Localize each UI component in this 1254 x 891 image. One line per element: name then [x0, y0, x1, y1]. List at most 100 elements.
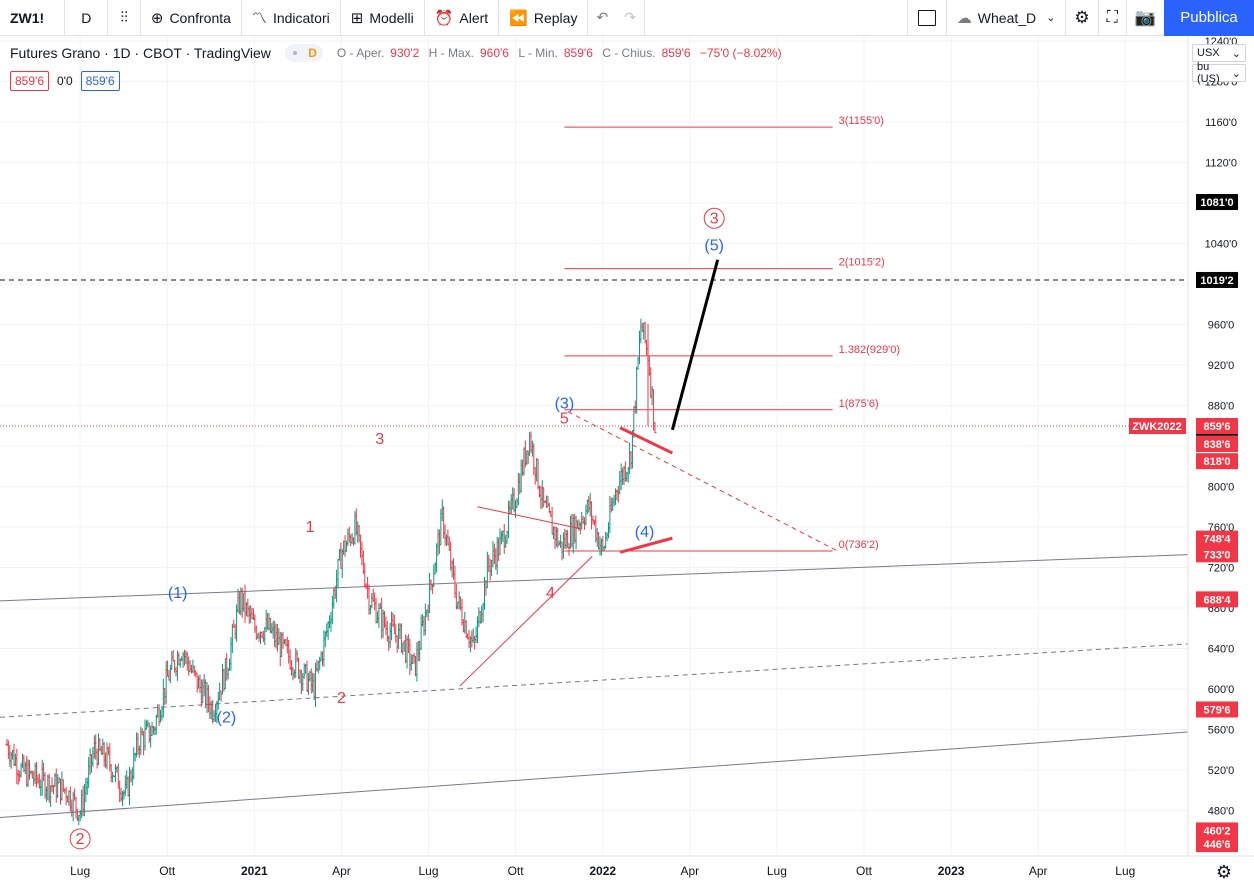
low-value: 859'6 [563, 46, 593, 60]
price-axis-label: 733'0 [1203, 549, 1230, 561]
red-trendline [619, 536, 673, 554]
wave-labels: 2 (1) (2) 1 2 3 4 (3)5 (4) (5) 3 [69, 207, 725, 850]
price-axis-label-bg [1196, 271, 1238, 288]
fullscreen-button[interactable]: ⛶ [1099, 0, 1127, 36]
redo-icon: ↷ [624, 9, 636, 25]
open-value: 930'2 [390, 46, 420, 60]
y-tick-label: 600'0 [1208, 684, 1235, 696]
chart-settings-gear-icon[interactable]: ⚙ [1215, 862, 1232, 882]
change-value: −75'0 (−8.02%) [699, 46, 782, 60]
gear-icon: ⚙ [1074, 7, 1090, 27]
indicators-button[interactable]: 〽 Indicatori [242, 0, 341, 36]
price-axis-label-bg [1196, 546, 1238, 563]
templates-button[interactable]: ⊞ Modelli [341, 0, 425, 36]
x-tick-label: Apr [680, 864, 699, 878]
x-tick-label: Apr [1029, 864, 1048, 878]
compare-button[interactable]: ⊕ Confronta [141, 0, 242, 36]
channel-lines [0, 553, 1196, 819]
replay-button[interactable]: ⏪ Replay [499, 0, 589, 36]
publish-button[interactable]: Pubblica [1164, 0, 1254, 36]
price-axis-label: 838'6 [1203, 439, 1230, 451]
fib-level-label: 0(736'2) [839, 539, 879, 551]
y-tick-label: 880'0 [1208, 401, 1235, 413]
y-tick-label: 720'0 [1208, 562, 1235, 574]
currency-value: USX [1197, 47, 1220, 59]
wave-label: 1 [306, 519, 315, 536]
snapshot-button[interactable]: 📷 [1127, 0, 1164, 36]
top-toolbar: ZW1! D ⫶⫶ ⊕ Confronta 〽 Indicatori ⊞ Mod… [0, 0, 1254, 36]
x-tick-label: Lug [767, 864, 787, 878]
low-label: L - Min. [518, 46, 558, 60]
price-axis: 1240'01200'01160'01120'01080'01040'01000… [1129, 36, 1254, 891]
trendlines [459, 259, 837, 687]
chart-type-button[interactable]: ⫶⫶ [108, 0, 141, 36]
wave-label: 5 [560, 411, 569, 428]
unit-select[interactable]: bu (US) ⌄ [1192, 61, 1246, 85]
wave-label-circle [703, 207, 725, 229]
chevron-down-icon: ⌄ [1046, 12, 1056, 24]
legend-status-badge[interactable]: D [284, 44, 323, 62]
buy-price-badge[interactable]: 859'6 [80, 71, 120, 91]
y-tick-label: 560'0 [1208, 724, 1235, 736]
undo-button[interactable]: ↶ [588, 0, 616, 36]
price-axis-label: 748'4 [1203, 534, 1231, 546]
y-tick-label: 480'0 [1208, 805, 1235, 817]
wave-label: (1) [168, 585, 188, 602]
redo-button[interactable]: ↷ [616, 0, 645, 36]
symbol-search-button[interactable]: ZW1! [0, 0, 66, 36]
plus-circle-icon: ⊕ [150, 9, 164, 27]
legend-title[interactable]: Futures Grano · 1D · CBOT · TradingView [10, 45, 271, 61]
alert-label: Alert [459, 9, 489, 26]
price-axis-label: 818'0 [1203, 456, 1230, 468]
price-axis-label-bg [1196, 194, 1238, 211]
symbol-tag-bg [1129, 418, 1186, 435]
price-axis-label: 688'4 [1203, 594, 1231, 606]
wave-label: (5) [704, 238, 724, 255]
templates-label: Modelli [369, 9, 414, 26]
chart-legend: Futures Grano · 1D · CBOT · TradingView … [10, 44, 788, 62]
y-tick-label: 520'0 [1208, 765, 1235, 777]
x-tick-label: Ott [856, 864, 873, 878]
interval-button[interactable]: D [65, 0, 109, 36]
sell-price-badge[interactable]: 859'6 [10, 71, 49, 91]
x-tick-label: 2023 [938, 864, 965, 878]
wave-label: 2 [337, 690, 346, 707]
settings-button[interactable]: ⚙ [1066, 0, 1099, 36]
grid-icon: ⊞ [350, 9, 364, 27]
wave-label: (4) [635, 524, 655, 541]
x-tick-label: Ott [159, 864, 176, 878]
alert-button[interactable]: ⏰ Alert [425, 0, 500, 36]
fib-level-label: 1(875'6) [839, 398, 879, 410]
high-label: H - Max. [428, 46, 474, 60]
layout-button[interactable] [906, 0, 947, 36]
x-tick-label: Lug [419, 864, 439, 878]
close-value: 859'6 [661, 46, 691, 60]
price-axis-label-bg [1196, 701, 1238, 718]
cloud-icon: ☁ [956, 9, 972, 27]
camera-icon: 📷 [1134, 7, 1156, 27]
layout-name: Wheat_D [977, 9, 1037, 26]
y-tick-label: 1160'0 [1205, 117, 1237, 129]
price-axis-label-bg [1196, 591, 1238, 608]
price-axis-label: 1081'0 [1200, 197, 1233, 209]
channel-line [0, 553, 1195, 602]
spread-value: 0'0 [57, 74, 73, 88]
price-axis-label: 446'6 [1203, 839, 1230, 851]
replay-label: Replay [533, 9, 578, 26]
layout-name-button[interactable]: ☁ Wheat_D ⌄ [947, 0, 1067, 36]
currency-select[interactable]: USX ⌄ [1192, 44, 1246, 62]
alarm-clock-icon: ⏰ [434, 9, 454, 27]
x-tick-label: Lug [70, 864, 90, 878]
current-price-label: 859'6 [1203, 421, 1230, 433]
wave-label: (3) [555, 396, 575, 413]
symbol-tag: ZWK2022 [1132, 421, 1182, 433]
time-axis: Lug Ott 2021 Apr Lug Ott 2022 Apr Lug Ott 2023 Apr L… [0, 855, 1254, 878]
y-tick-label: 1040'0 [1205, 239, 1238, 251]
price-chart[interactable]: 3(1155'0) 2(1015'2) 1.382(929'0) 1(875'6) 0(… [0, 36, 1254, 891]
indicators-label: Indicatori [272, 9, 330, 26]
wave-label-circle [69, 828, 91, 850]
price-axis-label-bg [1196, 453, 1238, 470]
price-axis-label-bg [1196, 836, 1238, 853]
open-label: O - Aper. [336, 46, 385, 60]
price-axis-label-bg [1196, 530, 1238, 547]
